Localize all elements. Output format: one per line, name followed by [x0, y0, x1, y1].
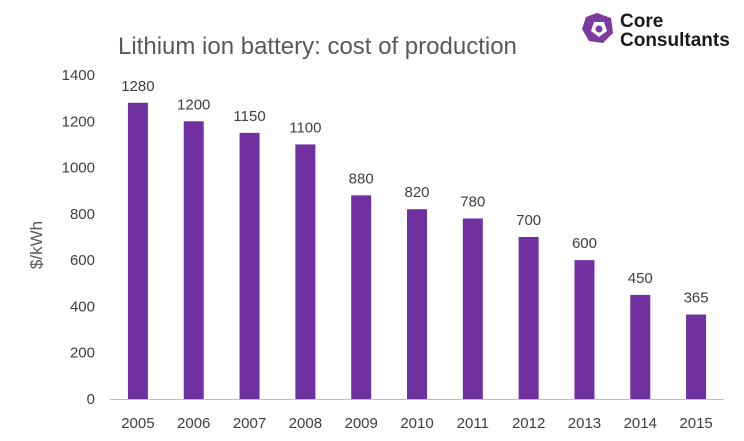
x-tick-label: 2013 [568, 415, 601, 432]
bar-value-label: 1200 [177, 96, 210, 113]
bar-value-label: 1150 [233, 108, 265, 125]
brand-name-line2: Consultants [620, 30, 730, 51]
x-tick-label: 2012 [512, 415, 545, 432]
bar-value-label: 1280 [121, 78, 154, 95]
core-consultants-logo-icon [582, 13, 613, 43]
bar-value-labels: 1280 1200 1150 1100 880 820 780 700 600 450 365 [121, 78, 708, 307]
brand-logo: Core Consultants [582, 11, 730, 51]
bars [127, 102, 707, 400]
bar-2011 [462, 218, 483, 399]
x-tick-label: 2014 [624, 415, 657, 432]
y-tick-label: 1000 [62, 160, 95, 177]
bar-2007 [239, 132, 260, 399]
y-axis-ticks: 0 200 400 600 800 1000 1200 1400 [62, 67, 95, 408]
bar-value-label: 450 [628, 270, 653, 287]
bar-2010 [407, 209, 427, 399]
x-tick-label: 2007 [233, 415, 266, 432]
bar-2014 [630, 294, 651, 399]
bar-2013 [574, 260, 595, 399]
x-tick-label: 2015 [679, 415, 712, 432]
bar-2008 [295, 144, 316, 399]
bar-2015 [686, 314, 707, 399]
bar-value-label: 780 [460, 193, 485, 210]
y-tick-label: 1200 [62, 113, 95, 130]
bar-value-label: 600 [572, 235, 597, 252]
x-tick-label: 2010 [400, 415, 433, 432]
x-tick-label: 2011 [457, 415, 489, 432]
bar-value-label: 700 [516, 212, 541, 229]
x-tick-label: 2008 [289, 415, 322, 432]
bar-2006 [183, 121, 204, 400]
bar-value-label: 880 [349, 170, 374, 187]
bar-value-label: 365 [684, 290, 709, 307]
y-tick-label: 600 [70, 252, 95, 269]
chart-title: Lithium ion battery: cost of production [118, 33, 517, 60]
bar-2005 [127, 102, 148, 400]
bar-value-label: 820 [404, 184, 429, 201]
y-tick-label: 0 [87, 391, 95, 408]
bar-value-label: 1100 [289, 119, 321, 136]
y-tick-label: 400 [70, 298, 95, 315]
brand-name-line1: Core [620, 11, 663, 32]
x-tick-label: 2006 [177, 415, 210, 432]
x-axis-ticks: 2005 2006 2007 2008 2009 2010 2011 2012 2013 2014… [121, 415, 713, 432]
bar-2009 [351, 195, 372, 399]
bar-2012 [518, 237, 539, 399]
y-tick-label: 800 [70, 206, 95, 223]
y-tick-label: 1400 [62, 67, 95, 84]
y-axis-label: $/kWh [27, 221, 46, 269]
x-tick-label: 2009 [344, 415, 377, 432]
y-tick-label: 200 [70, 345, 95, 362]
x-tick-label: 2005 [121, 415, 154, 432]
